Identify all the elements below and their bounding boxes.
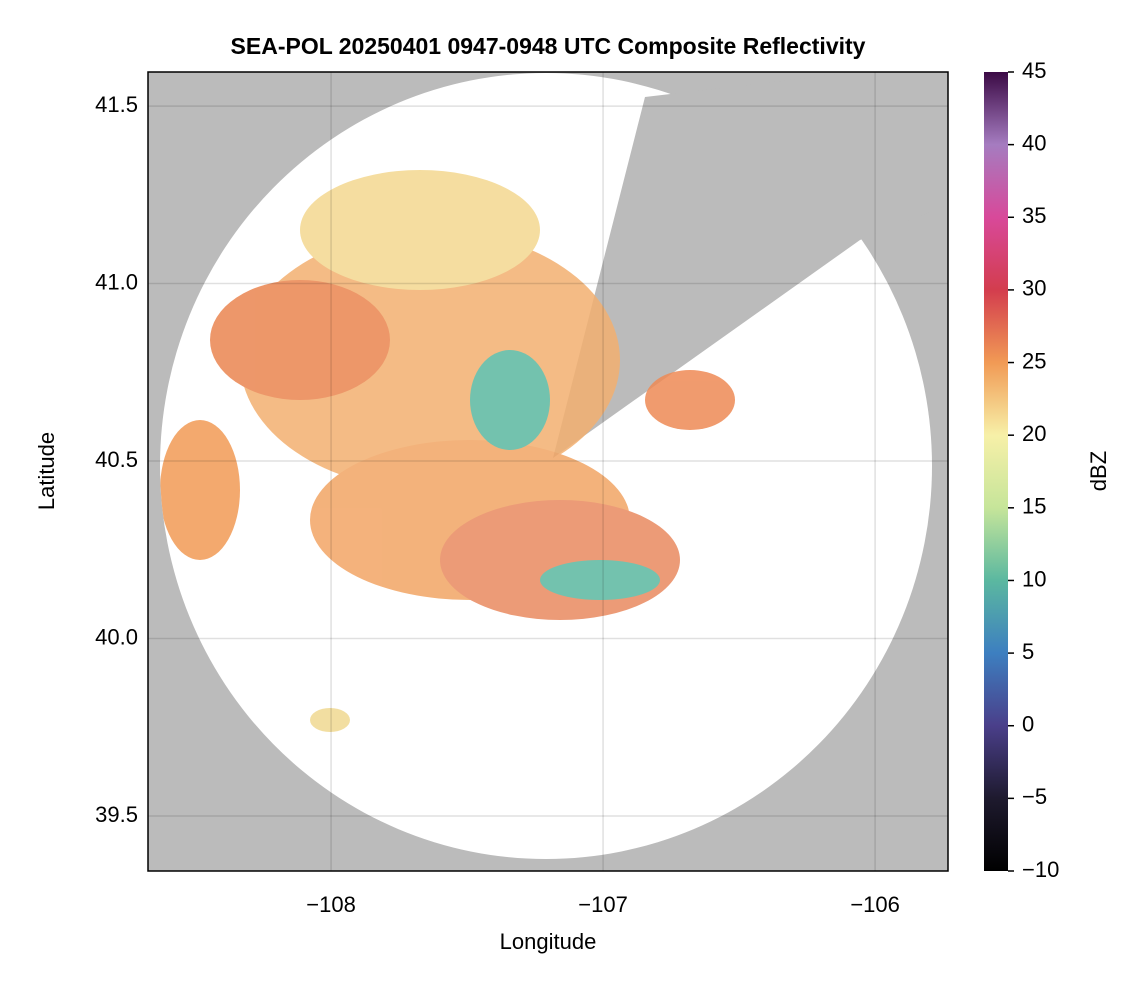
x-tick-label: −107 xyxy=(578,892,628,917)
y-tick-label: 40.5 xyxy=(95,447,138,472)
colorbar-tick-label: 45 xyxy=(1022,58,1046,83)
x-tick-label: −106 xyxy=(850,892,900,917)
colorbar-tick-label: 20 xyxy=(1022,421,1046,446)
x-axis-label: Longitude xyxy=(500,929,597,954)
colorbar-label: dBZ xyxy=(1086,451,1111,491)
y-tick-label: 40.0 xyxy=(95,624,138,649)
colorbar-tick-label: 5 xyxy=(1022,639,1034,664)
y-tick-label: 41.5 xyxy=(95,92,138,117)
colorbar-tick-label: 0 xyxy=(1022,712,1034,737)
chart-title: SEA-POL 20250401 0947-0948 UTC Composite… xyxy=(231,33,866,59)
y-tick-label: 41.0 xyxy=(95,269,138,294)
colorbar-tick-label: 10 xyxy=(1022,566,1046,591)
colorbar-tick-label: 35 xyxy=(1022,203,1046,228)
colorbar-tick-label: 30 xyxy=(1022,276,1046,301)
colorbar-tick-label: 15 xyxy=(1022,494,1046,519)
plot-frame xyxy=(147,71,949,872)
colorbar-tick-label: 25 xyxy=(1022,348,1046,373)
x-tick-label: −108 xyxy=(306,892,356,917)
colorbar-tick-label: −5 xyxy=(1022,784,1047,809)
colorbar-tick-label: 40 xyxy=(1022,130,1046,155)
echo-areas xyxy=(160,170,735,732)
blocked-sector xyxy=(553,72,948,458)
colorbar-tick-label: −10 xyxy=(1022,857,1059,882)
colorbar xyxy=(984,72,1008,871)
y-axis-label: Latitude xyxy=(34,432,59,510)
y-tick-label: 39.5 xyxy=(95,802,138,827)
radar-coverage xyxy=(160,72,948,859)
